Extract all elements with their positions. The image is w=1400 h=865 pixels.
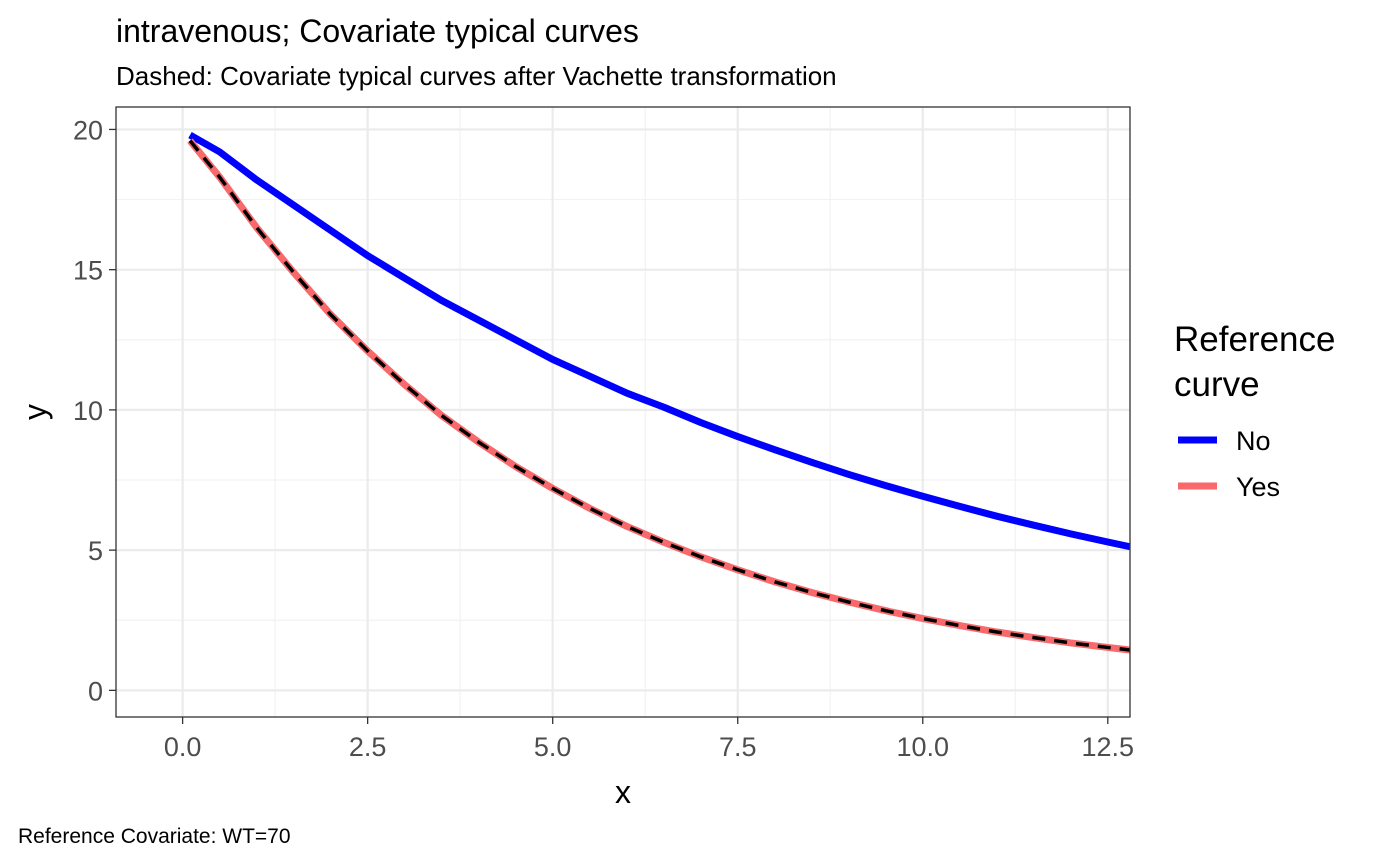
x-tick-label: 12.5 [1082, 732, 1135, 762]
legend-title-line-1: Reference [1174, 320, 1335, 359]
legend-label-no: No [1236, 426, 1271, 456]
x-tick-label: 7.5 [719, 732, 757, 762]
legend: Reference curve No Yes [1174, 320, 1335, 502]
series-line-yes [187, 138, 1131, 654]
y-tick-label: 10 [73, 396, 103, 426]
legend-title-line-2: curve [1174, 365, 1260, 404]
chart-subtitle: Dashed: Covariate typical curves after V… [116, 61, 837, 91]
plot-area [116, 107, 1130, 717]
plot-panel-border [115, 106, 1131, 718]
x-tick-label: 10.0 [896, 732, 949, 762]
y-tick-label: 0 [88, 676, 103, 706]
chart-title: intravenous; Covariate typical curves [116, 13, 639, 49]
legend-label-yes: Yes [1236, 472, 1280, 502]
x-tick-label: 2.5 [349, 732, 387, 762]
series-lines [187, 132, 1131, 654]
y-tick-label: 5 [88, 536, 103, 566]
y-axis-ticks: 0 5 10 15 20 [73, 115, 116, 706]
x-tick-label: 0.0 [164, 732, 202, 762]
series-line-no [188, 132, 1131, 551]
caption: Reference Covariate: WT=70 [18, 825, 291, 848]
x-axis-ticks: 0.0 2.5 5.0 7.5 10.0 12.5 [164, 717, 1134, 762]
y-axis-label: y [17, 404, 53, 420]
y-tick-label: 20 [73, 115, 103, 145]
x-axis-label: x [615, 774, 631, 810]
plot-background [116, 107, 1130, 717]
y-tick-label: 15 [73, 256, 103, 286]
x-tick-label: 5.0 [534, 732, 572, 762]
